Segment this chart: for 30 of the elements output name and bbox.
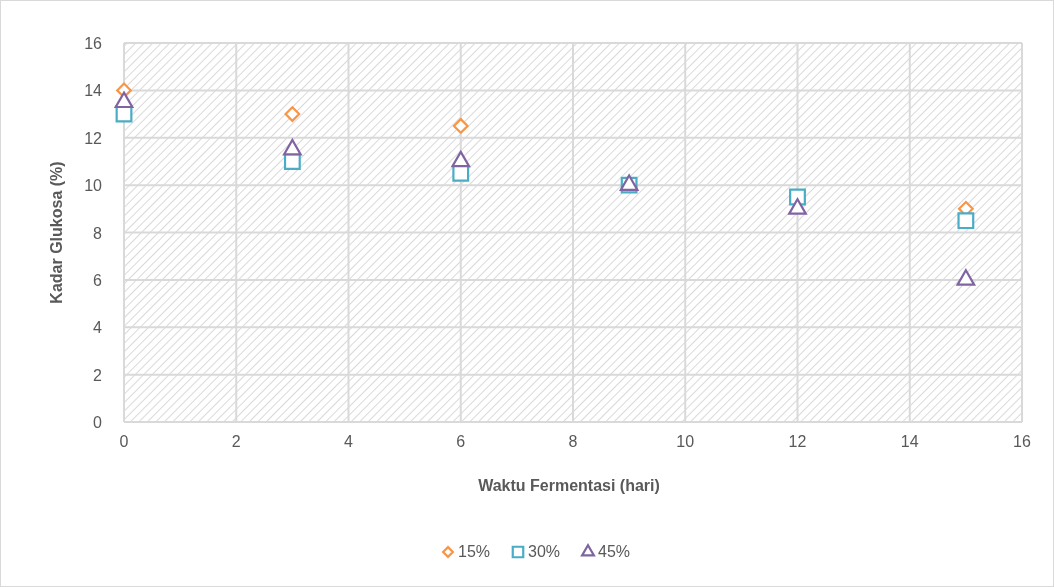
y-tick-label: 10	[84, 177, 103, 195]
x-tick-label: 4	[344, 433, 354, 450]
point	[788, 198, 807, 215]
point	[452, 164, 470, 182]
legend-label: 30%	[528, 543, 561, 560]
y-axis-title: Kadar Glukosa (%)	[48, 161, 65, 304]
point	[957, 212, 975, 230]
point	[283, 153, 301, 170]
y-tick-label: 4	[93, 319, 103, 337]
point	[452, 118, 469, 134]
x-tick-label: 2	[231, 433, 241, 450]
legend-label: 45%	[598, 543, 631, 560]
y-tick-label: 14	[84, 82, 103, 100]
x-tick-label: 6	[456, 433, 466, 450]
x-tick-label: 0	[119, 433, 129, 450]
x-tick-label: 16	[1013, 433, 1031, 450]
point	[284, 106, 301, 122]
y-tick-label: 12	[84, 129, 103, 147]
x-tick-label: 10	[676, 433, 695, 450]
y-tick-label: 0	[93, 414, 103, 431]
y-tick-label: 8	[93, 224, 103, 242]
y-tick-label: 2	[93, 366, 103, 384]
legend-label: 15%	[458, 543, 491, 560]
x-tick-label: 12	[788, 433, 807, 450]
x-tick-label: 14	[900, 433, 919, 450]
y-tick-label: 16	[84, 35, 103, 52]
x-tick-label: 8	[568, 433, 578, 450]
point	[956, 269, 976, 286]
x-axis-title: Waktu Fermentasi (hari)	[478, 477, 660, 494]
y-tick-label: 6	[93, 271, 103, 289]
